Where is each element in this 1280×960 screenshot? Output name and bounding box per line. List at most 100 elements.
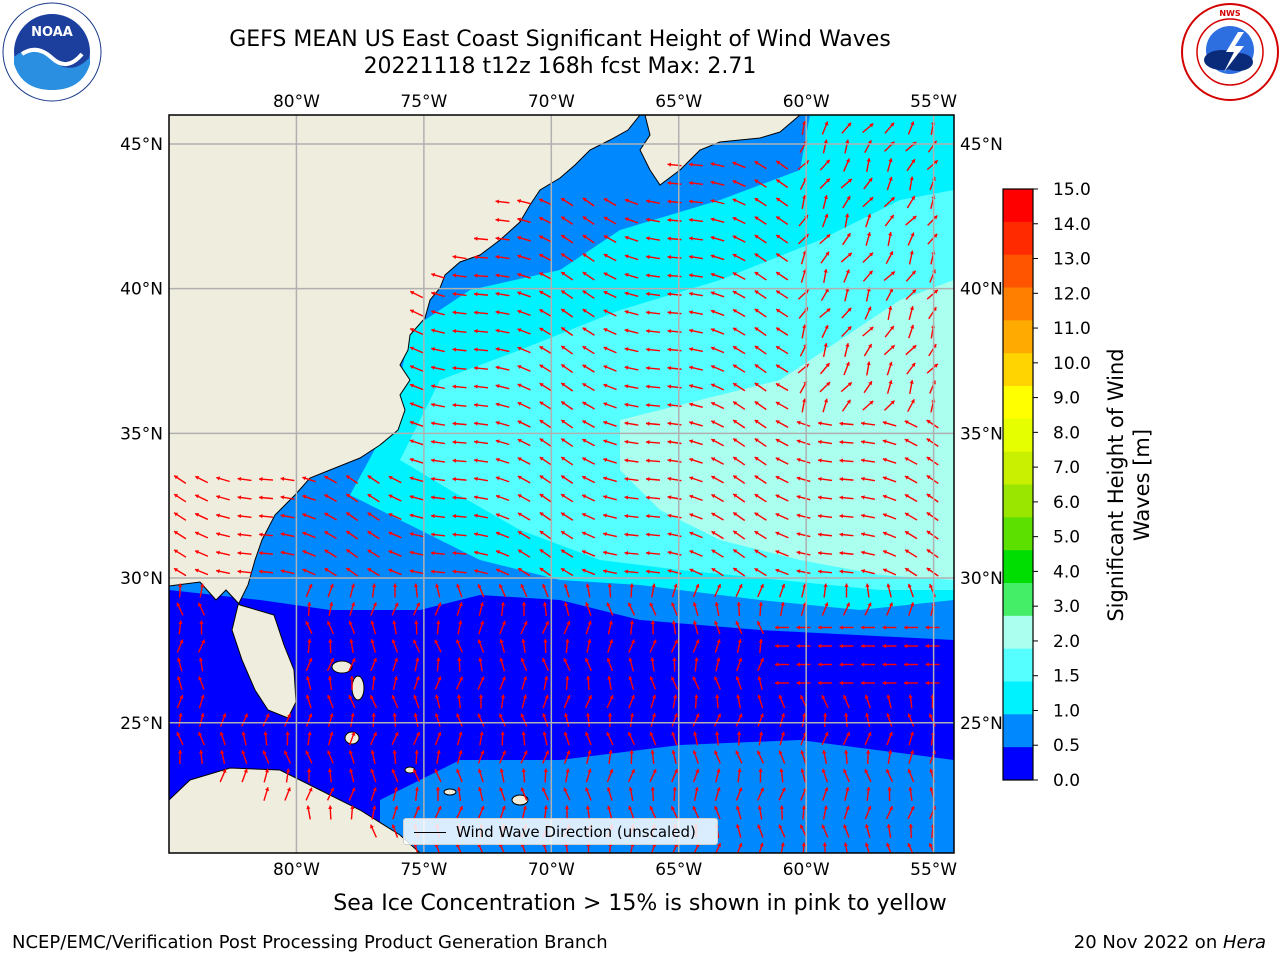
wave-direction-arrowhead	[882, 494, 887, 499]
wave-direction-arrowhead	[452, 440, 457, 445]
lat-label-right: 45°N	[960, 135, 1003, 155]
wave-direction-arrowhead	[845, 139, 850, 144]
wave-direction-arrowhead	[866, 287, 871, 292]
wave-direction-arrowhead	[198, 602, 202, 607]
wave-direction-arrowhead	[733, 475, 738, 480]
wave-direction-arrowhead	[565, 639, 570, 643]
wave-direction-arrowhead	[437, 806, 442, 811]
wave-direction-arrowhead	[544, 676, 549, 680]
wave-direction-arrowhead	[883, 531, 887, 536]
wave-direction-arrowhead	[431, 384, 435, 389]
wave-direction-arrowhead	[825, 178, 830, 183]
wave-direction-arrowhead	[176, 602, 181, 607]
wave-direction-arrowhead	[888, 602, 893, 607]
wave-direction-arrowhead	[539, 272, 544, 277]
wave-direction-arrowhead	[561, 549, 566, 554]
wave-direction-arrowhead	[501, 676, 506, 681]
lon-label-bottom: 80°W	[273, 860, 320, 880]
wave-direction-arrowhead	[801, 805, 806, 810]
wave-direction-arrowhead	[710, 217, 715, 222]
wave-direction-arrowhead	[796, 569, 801, 574]
wave-direction-arrowhead	[714, 602, 719, 606]
wave-direction-arrowhead	[324, 531, 329, 535]
wave-direction-arrowhead	[925, 680, 929, 686]
wave-direction-arrowhead	[754, 216, 759, 221]
wave-direction-arrowhead	[330, 658, 334, 663]
wave-direction-arrowhead	[861, 532, 865, 537]
wave-direction-arrowhead	[646, 217, 650, 222]
wave-direction-arrowhead	[176, 676, 182, 681]
wave-direction-arrowhead	[673, 713, 678, 718]
wave-direction-arrowhead	[431, 421, 435, 426]
wave-direction-arrowhead	[905, 549, 910, 554]
wave-direction-arrowhead	[802, 324, 807, 329]
wave-direction-arrowhead	[628, 787, 633, 791]
wave-direction-arrowhead	[866, 158, 871, 162]
wave-direction-arrowhead	[689, 199, 693, 204]
wave-direction-arrowhead	[195, 475, 200, 480]
wave-direction-arrowhead	[582, 327, 587, 332]
wave-direction-arrowhead	[800, 768, 805, 773]
wave-direction-arrowhead	[544, 750, 549, 755]
wave-direction-arrowhead	[517, 494, 522, 499]
wave-direction-arrowhead	[839, 477, 844, 482]
wave-direction-arrowhead	[839, 458, 844, 463]
wave-direction-arrowhead	[754, 382, 759, 387]
wave-direction-arrowhead	[843, 695, 848, 700]
wave-direction-arrowhead	[329, 713, 334, 718]
wave-direction-arrowhead	[802, 398, 807, 403]
wave-direction-arrowhead	[237, 532, 242, 537]
colorbar-tick-label: 6.0	[1053, 493, 1080, 513]
wave-direction-arrowhead	[646, 310, 650, 315]
wave-direction-arrowhead	[216, 476, 221, 481]
wave-direction-arrowhead	[456, 694, 462, 699]
wave-direction-arrowhead	[414, 787, 420, 791]
wave-direction-arrowhead	[561, 420, 566, 424]
wave-direction-arrowhead	[629, 620, 635, 625]
wave-direction-arrowhead	[908, 694, 913, 699]
wave-direction-arrowhead	[237, 550, 242, 556]
wave-direction-arrowhead	[732, 235, 737, 240]
wave-direction-arrowhead	[474, 329, 478, 334]
wave-direction-arrowhead	[495, 384, 500, 389]
wave-direction-arrowhead	[775, 420, 780, 425]
wave-direction-arrowhead	[582, 550, 586, 555]
wave-direction-arrowhead	[933, 363, 938, 368]
wave-direction-arrowhead	[754, 179, 759, 184]
wave-direction-arrowhead	[499, 657, 504, 662]
wave-direction-arrowhead	[888, 176, 893, 181]
wave-direction-arrowhead	[624, 476, 629, 482]
wave-direction-arrowhead	[889, 251, 894, 256]
wave-direction-arrowhead	[517, 346, 522, 351]
wave-direction-arrowhead	[329, 731, 334, 736]
wave-direction-arrowhead	[327, 621, 331, 626]
wave-direction-arrowhead	[929, 768, 934, 773]
wave-direction-arrowhead	[673, 694, 678, 699]
wave-direction-arrowhead	[667, 236, 672, 241]
wave-direction-arrowhead	[561, 364, 566, 369]
wave-direction-arrowhead	[561, 309, 566, 313]
wave-direction-arrowhead	[495, 420, 500, 426]
wave-direction-arrowhead	[624, 328, 629, 333]
wave-direction-arrowhead	[496, 568, 501, 573]
wave-direction-arrowhead	[517, 457, 522, 462]
wave-direction-arrowhead	[241, 731, 246, 736]
wave-direction-arrowhead	[431, 402, 435, 407]
wave-direction-arrowhead	[673, 583, 678, 588]
wave-direction-arrowhead	[775, 550, 780, 555]
wave-direction-arrowhead	[733, 438, 738, 443]
wave-direction-arrowhead	[452, 458, 457, 463]
wave-direction-arrowhead	[776, 327, 781, 332]
colorbar-tick-label: 8.0	[1053, 423, 1080, 443]
wave-direction-arrowhead	[414, 750, 419, 754]
wave-direction-arrowhead	[607, 583, 612, 588]
wave-direction-arrowhead	[434, 769, 439, 774]
wave-direction-arrowhead	[821, 824, 826, 829]
wave-direction-arrowhead	[452, 366, 457, 371]
wave-direction-arrowhead	[410, 328, 415, 332]
wave-direction-arrowhead	[409, 439, 414, 444]
wave-direction-arrowhead	[843, 842, 848, 847]
wave-direction-arrowhead	[394, 805, 399, 810]
map-plot-area	[169, 115, 954, 853]
wave-direction-arrowhead	[324, 494, 329, 499]
